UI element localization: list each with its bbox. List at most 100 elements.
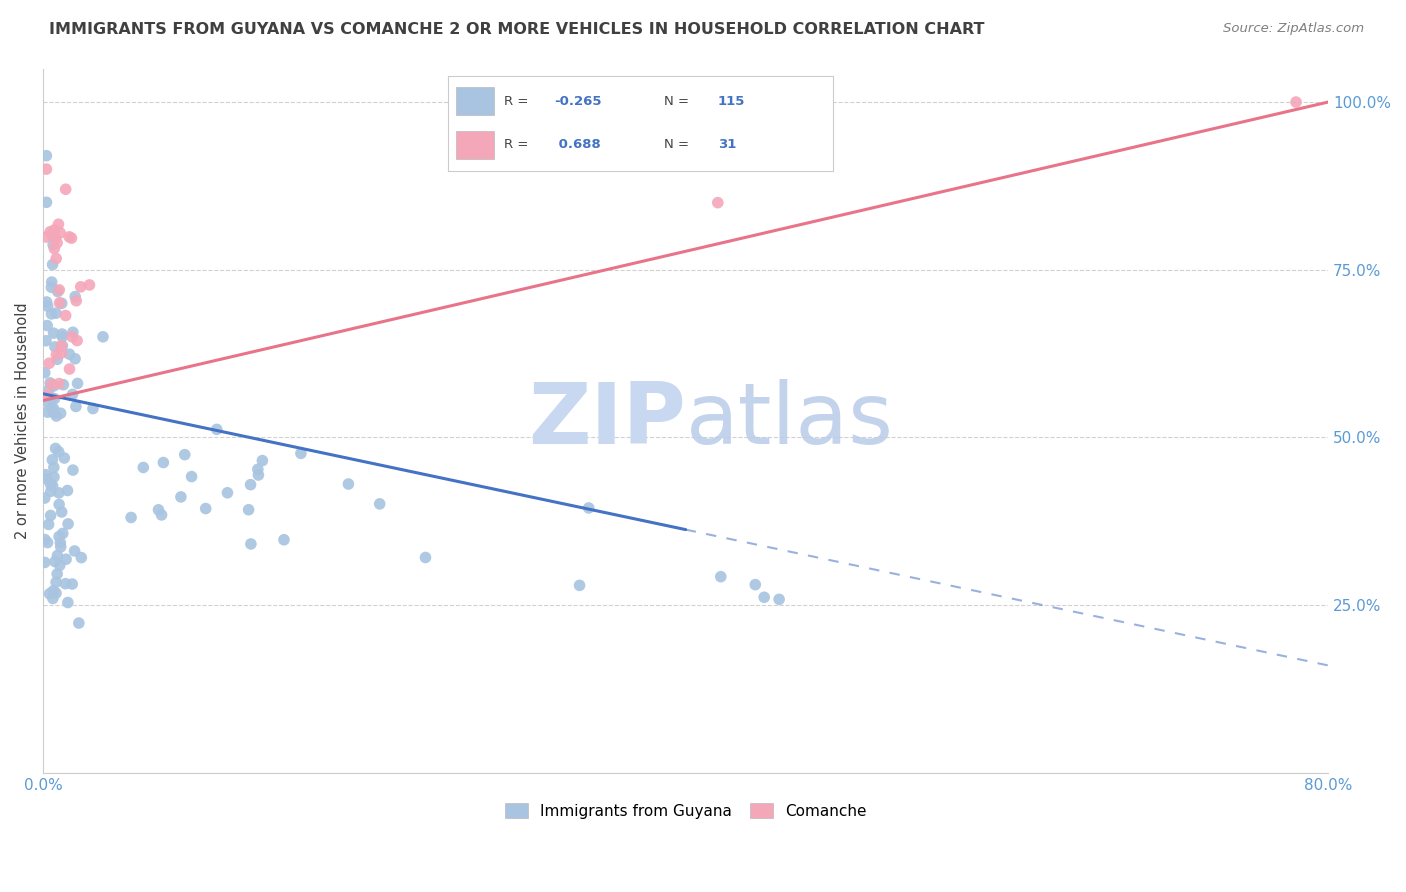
Point bbox=[44, 242, 66, 256]
Point bbox=[55, 576, 77, 591]
Point bbox=[48, 283, 70, 297]
Point bbox=[744, 577, 766, 591]
Point bbox=[707, 195, 730, 210]
Text: IMMIGRANTS FROM GUYANA VS COMANCHE 2 OR MORE VEHICLES IN HOUSEHOLD CORRELATION C: IMMIGRANTS FROM GUYANA VS COMANCHE 2 OR … bbox=[49, 22, 984, 37]
Point bbox=[45, 586, 67, 600]
Point bbox=[46, 235, 69, 250]
Point bbox=[37, 405, 59, 419]
Point bbox=[38, 383, 60, 397]
Point bbox=[69, 280, 91, 294]
Point bbox=[48, 296, 70, 310]
Point bbox=[38, 396, 60, 410]
Point bbox=[60, 330, 83, 344]
Point bbox=[48, 530, 70, 544]
Point bbox=[51, 346, 73, 360]
Point bbox=[51, 505, 73, 519]
Point bbox=[44, 442, 66, 456]
Point bbox=[34, 467, 56, 482]
Y-axis label: 2 or more Vehicles in Household: 2 or more Vehicles in Household bbox=[15, 302, 30, 539]
Text: atlas: atlas bbox=[686, 379, 894, 462]
Text: ZIP: ZIP bbox=[527, 379, 686, 462]
Point bbox=[290, 446, 312, 460]
Point bbox=[46, 352, 69, 367]
Point bbox=[42, 460, 65, 475]
Point bbox=[132, 460, 155, 475]
Point bbox=[82, 401, 104, 416]
Point bbox=[49, 540, 72, 554]
Point bbox=[49, 535, 72, 549]
Point bbox=[39, 376, 62, 390]
Point bbox=[39, 484, 62, 499]
Point bbox=[42, 237, 65, 252]
Point bbox=[710, 570, 733, 584]
Point bbox=[150, 508, 173, 522]
Point bbox=[41, 227, 63, 242]
Point bbox=[66, 376, 89, 391]
Point bbox=[38, 587, 60, 601]
Point bbox=[51, 329, 73, 343]
Point bbox=[44, 340, 66, 354]
Point bbox=[568, 578, 591, 592]
Point bbox=[67, 615, 90, 630]
Point bbox=[205, 422, 228, 436]
Point bbox=[35, 295, 58, 310]
Point bbox=[63, 544, 86, 558]
Point bbox=[41, 377, 63, 392]
Point bbox=[35, 388, 58, 402]
Point bbox=[70, 550, 93, 565]
Point bbox=[55, 309, 77, 323]
Point bbox=[49, 406, 72, 420]
Point bbox=[217, 485, 239, 500]
Point bbox=[35, 162, 58, 177]
Point bbox=[252, 453, 274, 467]
Point bbox=[45, 348, 67, 362]
Point bbox=[42, 591, 65, 606]
Point bbox=[173, 448, 195, 462]
Point bbox=[34, 533, 56, 547]
Point bbox=[48, 497, 70, 511]
Text: Source: ZipAtlas.com: Source: ZipAtlas.com bbox=[1223, 22, 1364, 36]
Point bbox=[46, 549, 69, 563]
Point bbox=[48, 376, 70, 391]
Point bbox=[62, 325, 84, 339]
Point bbox=[56, 483, 79, 498]
Point bbox=[53, 450, 76, 465]
Point bbox=[41, 280, 63, 294]
Point bbox=[239, 537, 262, 551]
Point bbox=[39, 391, 62, 405]
Point bbox=[35, 195, 58, 210]
Point bbox=[247, 468, 270, 483]
Point bbox=[37, 299, 59, 313]
Point bbox=[45, 409, 67, 423]
Point bbox=[41, 479, 63, 493]
Point bbox=[37, 535, 59, 549]
Point bbox=[42, 583, 65, 598]
Point bbox=[273, 533, 295, 547]
Point bbox=[79, 277, 101, 292]
Point bbox=[42, 401, 65, 416]
Point bbox=[41, 275, 63, 289]
Point bbox=[38, 356, 60, 370]
Point bbox=[46, 285, 69, 299]
Point bbox=[55, 552, 77, 566]
Point bbox=[49, 226, 72, 240]
Point bbox=[41, 452, 63, 467]
Point bbox=[148, 503, 170, 517]
Point bbox=[37, 318, 59, 333]
Point bbox=[65, 293, 87, 308]
Point bbox=[60, 231, 83, 245]
Point bbox=[45, 306, 67, 320]
Point bbox=[62, 387, 84, 401]
Point bbox=[238, 502, 260, 516]
Point bbox=[65, 400, 87, 414]
Point bbox=[48, 445, 70, 459]
Point bbox=[39, 477, 62, 491]
Point bbox=[120, 510, 142, 524]
Point bbox=[46, 566, 69, 581]
Point bbox=[42, 470, 65, 484]
Point bbox=[39, 225, 62, 239]
Point bbox=[44, 231, 66, 245]
Point bbox=[246, 462, 269, 476]
Point bbox=[91, 330, 114, 344]
Point bbox=[44, 392, 66, 406]
